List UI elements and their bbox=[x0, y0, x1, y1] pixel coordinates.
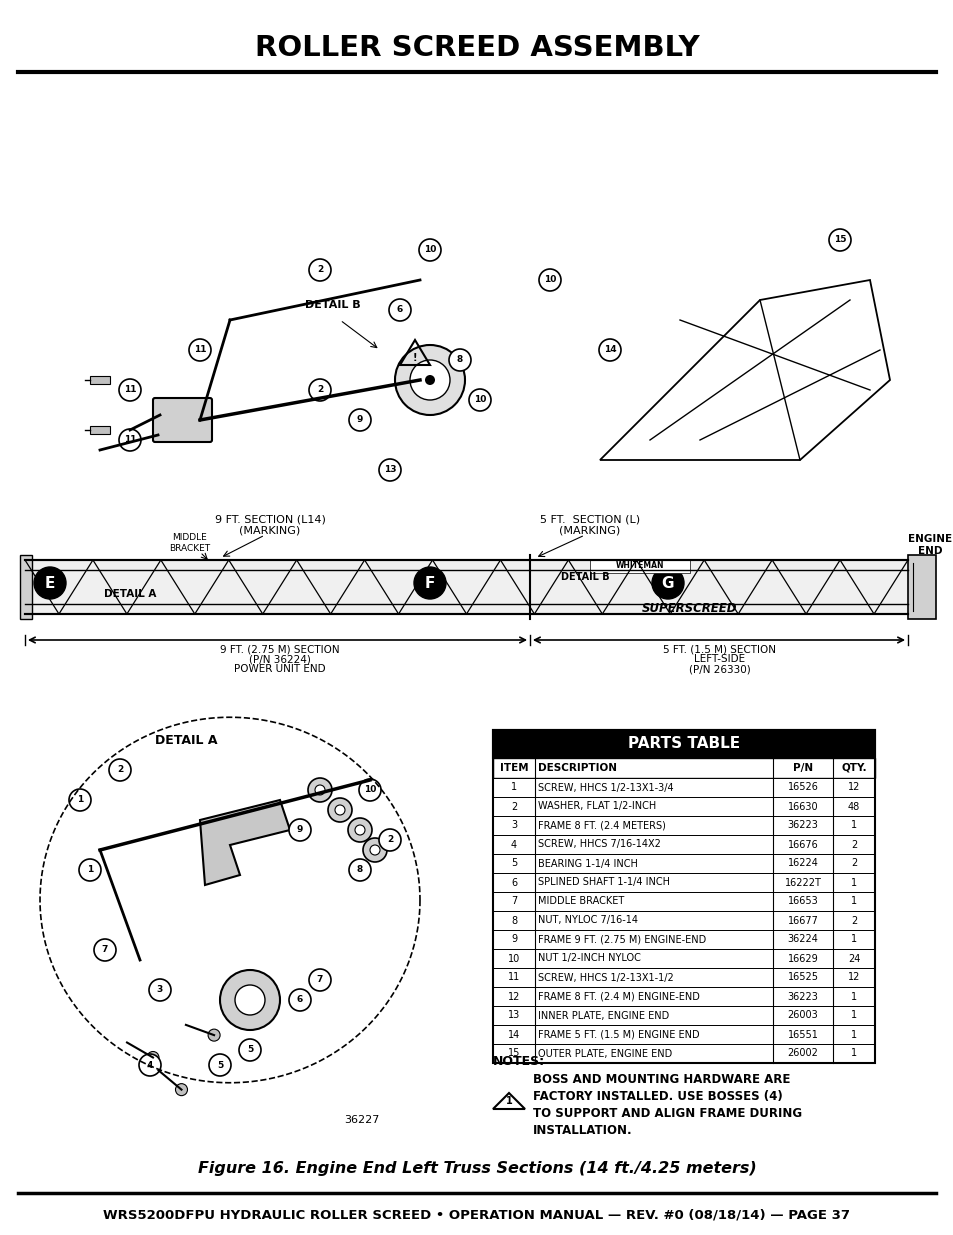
Text: 4: 4 bbox=[511, 840, 517, 850]
Bar bbox=[907, 555, 935, 619]
Text: OUTER PLATE, ENGINE END: OUTER PLATE, ENGINE END bbox=[537, 1049, 672, 1058]
Circle shape bbox=[349, 409, 371, 431]
Text: FRAME 8 FT. (2.4 METERS): FRAME 8 FT. (2.4 METERS) bbox=[537, 820, 665, 830]
Text: (P/N 26330): (P/N 26330) bbox=[688, 664, 750, 674]
Text: PARTS TABLE: PARTS TABLE bbox=[627, 736, 740, 752]
Text: 26002: 26002 bbox=[787, 1049, 818, 1058]
Text: 5: 5 bbox=[511, 858, 517, 868]
Text: 1: 1 bbox=[505, 1095, 512, 1107]
Text: 5: 5 bbox=[247, 1046, 253, 1055]
Text: 48: 48 bbox=[847, 802, 860, 811]
Text: 2: 2 bbox=[850, 840, 856, 850]
Bar bbox=[493, 930, 874, 948]
Circle shape bbox=[598, 338, 620, 361]
Circle shape bbox=[410, 359, 450, 400]
Text: !: ! bbox=[413, 353, 416, 363]
Text: SCREW, HHCS 1/2-13X1-1/2: SCREW, HHCS 1/2-13X1-1/2 bbox=[537, 972, 673, 983]
Text: 6: 6 bbox=[296, 995, 303, 1004]
Text: FRAME 5 FT. (1.5 M) ENGINE END: FRAME 5 FT. (1.5 M) ENGINE END bbox=[537, 1030, 699, 1040]
Text: 10: 10 bbox=[363, 785, 375, 794]
Bar bbox=[493, 730, 874, 1063]
Circle shape bbox=[378, 829, 400, 851]
Text: NUT 1/2-INCH NYLOC: NUT 1/2-INCH NYLOC bbox=[537, 953, 640, 963]
Text: SCREW, HHCS 1/2-13X1-3/4: SCREW, HHCS 1/2-13X1-3/4 bbox=[537, 783, 673, 793]
Circle shape bbox=[147, 1051, 159, 1063]
Bar bbox=[493, 835, 874, 853]
Text: 10: 10 bbox=[507, 953, 519, 963]
Text: 9 FT. SECTION (L14)
(MARKING): 9 FT. SECTION (L14) (MARKING) bbox=[214, 514, 325, 536]
Text: 36223: 36223 bbox=[787, 820, 818, 830]
Circle shape bbox=[389, 299, 411, 321]
Circle shape bbox=[234, 986, 265, 1015]
Text: NOTES:: NOTES: bbox=[493, 1055, 544, 1068]
Text: 1: 1 bbox=[850, 1049, 856, 1058]
Circle shape bbox=[370, 845, 379, 855]
Bar bbox=[493, 778, 874, 797]
Text: BOSS AND MOUNTING HARDWARE ARE: BOSS AND MOUNTING HARDWARE ARE bbox=[533, 1073, 789, 1086]
Bar bbox=[25, 559, 907, 614]
Text: 2: 2 bbox=[316, 266, 323, 274]
Bar bbox=[493, 948, 874, 968]
Text: 14: 14 bbox=[603, 346, 616, 354]
Circle shape bbox=[119, 379, 141, 401]
Text: 36224: 36224 bbox=[787, 935, 818, 945]
Text: P/N: P/N bbox=[792, 763, 812, 773]
Circle shape bbox=[355, 825, 365, 835]
Bar bbox=[589, 559, 689, 573]
Text: DETAIL A: DETAIL A bbox=[154, 734, 217, 746]
Text: DETAIL B: DETAIL B bbox=[305, 300, 360, 310]
Circle shape bbox=[363, 839, 387, 862]
Circle shape bbox=[175, 1083, 188, 1095]
Text: 16551: 16551 bbox=[787, 1030, 818, 1040]
Text: 6: 6 bbox=[511, 878, 517, 888]
Text: INNER PLATE, ENGINE END: INNER PLATE, ENGINE END bbox=[537, 1010, 669, 1020]
Text: QTY.: QTY. bbox=[841, 763, 866, 773]
Text: SUPERSCREED: SUPERSCREED bbox=[641, 601, 737, 615]
Text: 1: 1 bbox=[87, 866, 93, 874]
Circle shape bbox=[239, 1039, 261, 1061]
Circle shape bbox=[328, 798, 352, 823]
Text: 2: 2 bbox=[850, 858, 856, 868]
Circle shape bbox=[109, 760, 131, 781]
Circle shape bbox=[119, 429, 141, 451]
Text: 2: 2 bbox=[316, 385, 323, 394]
Circle shape bbox=[139, 1053, 161, 1076]
Text: E: E bbox=[45, 576, 55, 590]
Circle shape bbox=[335, 805, 345, 815]
Text: 1: 1 bbox=[850, 1030, 856, 1040]
Text: FRAME 8 FT. (2.4 M) ENGINE-END: FRAME 8 FT. (2.4 M) ENGINE-END bbox=[537, 992, 700, 1002]
Text: 1: 1 bbox=[850, 820, 856, 830]
Bar bbox=[493, 968, 874, 987]
Text: 7: 7 bbox=[102, 946, 108, 955]
Bar bbox=[493, 797, 874, 816]
Bar bbox=[493, 853, 874, 873]
Bar bbox=[90, 426, 110, 433]
Text: 1: 1 bbox=[511, 783, 517, 793]
Bar bbox=[493, 873, 874, 892]
Circle shape bbox=[469, 389, 491, 411]
Text: 9: 9 bbox=[296, 825, 303, 835]
Text: 13: 13 bbox=[383, 466, 395, 474]
Text: 26003: 26003 bbox=[787, 1010, 818, 1020]
Text: 16677: 16677 bbox=[787, 915, 818, 925]
Circle shape bbox=[358, 779, 380, 802]
Text: SCREW, HHCS 7/16-14X2: SCREW, HHCS 7/16-14X2 bbox=[537, 840, 660, 850]
Text: LEFT-SIDE: LEFT-SIDE bbox=[694, 655, 745, 664]
Circle shape bbox=[651, 567, 683, 599]
Text: FRAME 9 FT. (2.75 M) ENGINE-END: FRAME 9 FT. (2.75 M) ENGINE-END bbox=[537, 935, 705, 945]
Text: 9 FT. (2.75 M) SECTION: 9 FT. (2.75 M) SECTION bbox=[220, 643, 339, 655]
Polygon shape bbox=[493, 1093, 524, 1109]
Text: 2: 2 bbox=[850, 915, 856, 925]
Text: 9: 9 bbox=[511, 935, 517, 945]
Text: 8: 8 bbox=[511, 915, 517, 925]
Text: 12: 12 bbox=[847, 972, 860, 983]
Text: 16630: 16630 bbox=[787, 802, 818, 811]
Text: 7: 7 bbox=[316, 976, 323, 984]
Text: 12: 12 bbox=[507, 992, 519, 1002]
Text: 3: 3 bbox=[156, 986, 163, 994]
Text: SPLINED SHAFT 1-1/4 INCH: SPLINED SHAFT 1-1/4 INCH bbox=[537, 878, 669, 888]
Text: 15: 15 bbox=[833, 236, 845, 245]
Circle shape bbox=[538, 269, 560, 291]
Text: DETAIL A: DETAIL A bbox=[104, 589, 156, 599]
Bar bbox=[493, 758, 874, 778]
